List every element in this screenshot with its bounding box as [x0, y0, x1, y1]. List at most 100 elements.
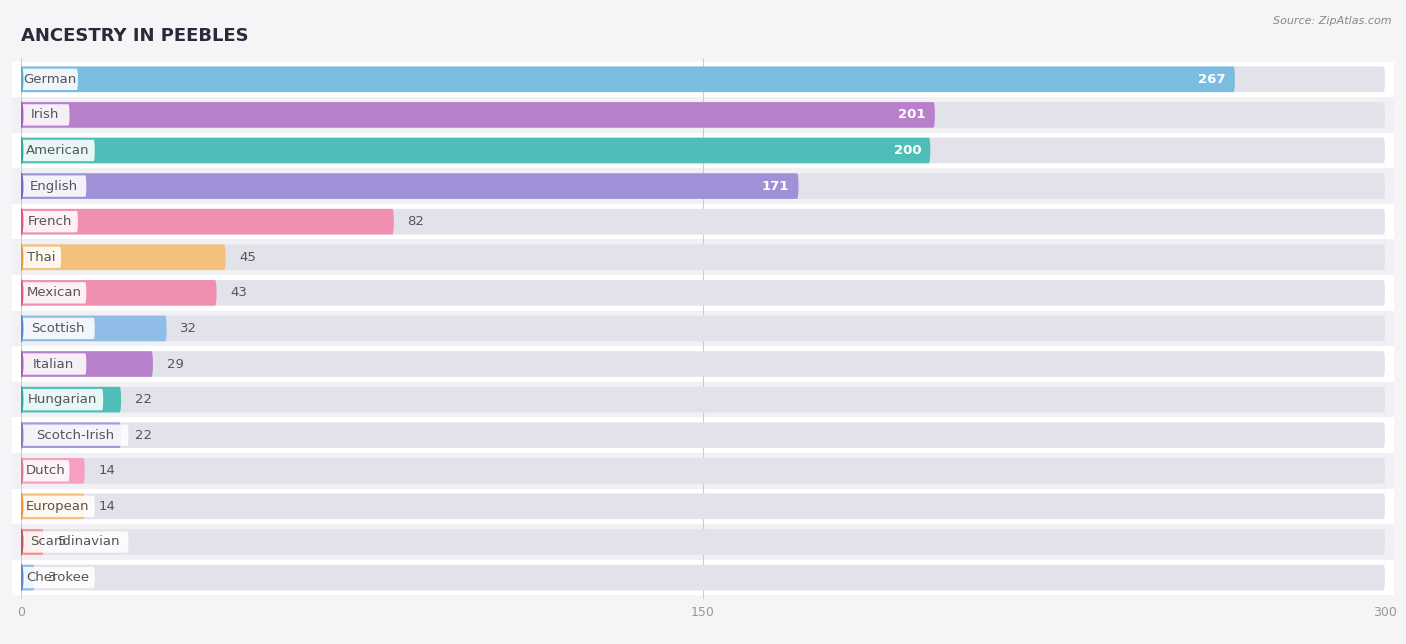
Circle shape [20, 458, 22, 484]
FancyBboxPatch shape [13, 240, 1393, 275]
Text: English: English [30, 180, 77, 193]
Circle shape [20, 138, 22, 164]
Text: 200: 200 [894, 144, 921, 157]
Text: Scandinavian: Scandinavian [30, 535, 120, 549]
FancyBboxPatch shape [13, 62, 1393, 97]
FancyBboxPatch shape [13, 453, 1393, 489]
Circle shape [20, 493, 22, 519]
Circle shape [20, 529, 22, 555]
FancyBboxPatch shape [21, 422, 121, 448]
FancyBboxPatch shape [21, 493, 1385, 519]
FancyBboxPatch shape [21, 460, 69, 482]
FancyBboxPatch shape [13, 560, 1393, 595]
FancyBboxPatch shape [21, 529, 44, 554]
FancyBboxPatch shape [21, 458, 1385, 484]
FancyBboxPatch shape [21, 422, 1385, 448]
FancyBboxPatch shape [21, 247, 60, 268]
FancyBboxPatch shape [21, 531, 128, 553]
FancyBboxPatch shape [21, 245, 1385, 270]
FancyBboxPatch shape [13, 346, 1393, 382]
FancyBboxPatch shape [21, 211, 77, 232]
FancyBboxPatch shape [21, 317, 94, 339]
Circle shape [20, 280, 22, 306]
FancyBboxPatch shape [21, 351, 153, 377]
Text: 29: 29 [166, 357, 183, 370]
FancyBboxPatch shape [21, 529, 1385, 554]
FancyBboxPatch shape [21, 389, 103, 410]
FancyBboxPatch shape [21, 173, 799, 199]
FancyBboxPatch shape [21, 458, 84, 484]
FancyBboxPatch shape [21, 66, 1385, 92]
FancyBboxPatch shape [13, 97, 1393, 133]
Text: Hungarian: Hungarian [28, 393, 97, 406]
FancyBboxPatch shape [13, 417, 1393, 453]
Text: Irish: Irish [31, 108, 59, 122]
Text: Dutch: Dutch [25, 464, 65, 477]
Text: ANCESTRY IN PEEBLES: ANCESTRY IN PEEBLES [21, 27, 249, 45]
Text: Scotch-Irish: Scotch-Irish [35, 429, 114, 442]
Text: Thai: Thai [27, 251, 55, 264]
Circle shape [20, 209, 22, 234]
FancyBboxPatch shape [21, 280, 217, 306]
Text: 45: 45 [239, 251, 256, 264]
Text: Scottish: Scottish [31, 322, 84, 335]
FancyBboxPatch shape [21, 245, 226, 270]
Text: French: French [27, 215, 72, 228]
FancyBboxPatch shape [21, 173, 1385, 199]
Text: 5: 5 [58, 535, 66, 549]
FancyBboxPatch shape [21, 140, 94, 161]
FancyBboxPatch shape [13, 489, 1393, 524]
Circle shape [20, 66, 22, 92]
Text: 3: 3 [48, 571, 56, 584]
Text: 82: 82 [408, 215, 425, 228]
Text: 43: 43 [231, 287, 247, 299]
FancyBboxPatch shape [13, 382, 1393, 417]
Text: 14: 14 [98, 500, 115, 513]
FancyBboxPatch shape [21, 493, 84, 519]
Text: 22: 22 [135, 429, 152, 442]
FancyBboxPatch shape [21, 565, 35, 591]
FancyBboxPatch shape [21, 280, 1385, 306]
Text: 14: 14 [98, 464, 115, 477]
FancyBboxPatch shape [13, 310, 1393, 346]
Circle shape [20, 351, 22, 377]
FancyBboxPatch shape [21, 138, 931, 164]
Text: 201: 201 [898, 108, 925, 122]
FancyBboxPatch shape [13, 524, 1393, 560]
FancyBboxPatch shape [21, 282, 86, 303]
FancyBboxPatch shape [21, 567, 94, 588]
Circle shape [20, 386, 22, 413]
Circle shape [20, 316, 22, 341]
Text: 267: 267 [1198, 73, 1226, 86]
FancyBboxPatch shape [21, 565, 1385, 591]
FancyBboxPatch shape [13, 204, 1393, 240]
Text: American: American [27, 144, 90, 157]
Circle shape [20, 244, 22, 270]
Circle shape [20, 422, 22, 448]
FancyBboxPatch shape [21, 209, 394, 234]
Circle shape [20, 173, 22, 199]
FancyBboxPatch shape [21, 102, 935, 128]
FancyBboxPatch shape [21, 316, 1385, 341]
Text: Source: ZipAtlas.com: Source: ZipAtlas.com [1274, 16, 1392, 26]
FancyBboxPatch shape [13, 275, 1393, 310]
Text: Italian: Italian [34, 357, 75, 370]
FancyBboxPatch shape [21, 209, 1385, 234]
FancyBboxPatch shape [21, 138, 1385, 164]
FancyBboxPatch shape [21, 351, 1385, 377]
Circle shape [20, 102, 22, 128]
Text: 22: 22 [135, 393, 152, 406]
FancyBboxPatch shape [13, 133, 1393, 168]
FancyBboxPatch shape [21, 104, 69, 126]
FancyBboxPatch shape [21, 354, 86, 375]
FancyBboxPatch shape [21, 69, 77, 90]
FancyBboxPatch shape [21, 316, 166, 341]
Text: Mexican: Mexican [27, 287, 82, 299]
Text: 32: 32 [180, 322, 197, 335]
FancyBboxPatch shape [13, 168, 1393, 204]
FancyBboxPatch shape [21, 387, 121, 412]
Text: European: European [27, 500, 90, 513]
FancyBboxPatch shape [21, 387, 1385, 412]
FancyBboxPatch shape [21, 175, 86, 197]
Circle shape [20, 565, 22, 591]
